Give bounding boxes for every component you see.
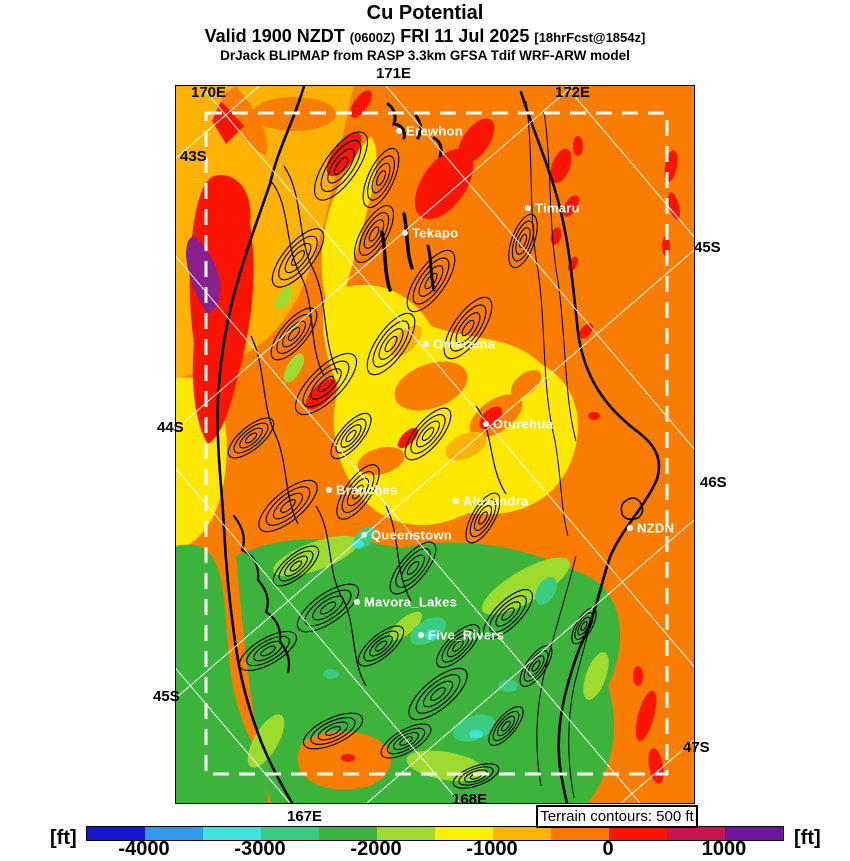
- city-label: Tekapo: [412, 225, 459, 241]
- city-marker: NZDN: [627, 519, 674, 537]
- city-marker: Branches: [326, 481, 398, 499]
- colorbar-segment: [87, 827, 145, 840]
- city-marker: Five_Rivers: [418, 626, 504, 644]
- city-dot-icon: [402, 229, 408, 236]
- model-line: DrJack BLIPMAP from RASP 3.3km GFSA Tdif…: [220, 47, 630, 63]
- city-label: Alexandra: [463, 493, 529, 509]
- city-marker: Tekapo: [402, 224, 458, 242]
- page-title: Cu Potential: [366, 2, 484, 24]
- city-dot-icon: [326, 486, 332, 493]
- city-dot-icon: [423, 340, 429, 347]
- city-dot-icon: [627, 524, 633, 531]
- colorbar-tick: -1000: [466, 838, 518, 860]
- coord-label: 45S: [153, 688, 180, 705]
- city-marker: Oturehua: [483, 415, 553, 433]
- colorbar-segment: [377, 827, 435, 840]
- colorbar-tick: -2000: [350, 838, 402, 860]
- city-label: Mavora_Lakes: [364, 594, 458, 610]
- valid-utc: (0600Z): [349, 30, 396, 45]
- city-dot-icon: [453, 497, 459, 504]
- map-art: [176, 86, 694, 803]
- city-label: Erewhon: [406, 123, 463, 139]
- city-label: Timaru: [535, 200, 580, 216]
- colorbar: [86, 826, 784, 841]
- city-marker: Queenstown: [361, 526, 452, 544]
- colorbar-tick: -4000: [118, 838, 170, 860]
- coord-label: 44S: [157, 419, 184, 436]
- coord-label: 167E: [287, 808, 323, 825]
- city-label: Five_Rivers: [428, 627, 505, 643]
- colorbar-unit-right: [ft]: [794, 827, 821, 849]
- colorbar-segment: [667, 827, 725, 840]
- city-dot-icon: [483, 420, 489, 427]
- city-marker: Mavora_Lakes: [354, 593, 457, 611]
- colorbar-segment: [319, 827, 377, 840]
- city-marker: Erewhon: [396, 122, 463, 140]
- coord-label: 45S: [694, 239, 721, 256]
- coord-label: 47S: [683, 739, 710, 756]
- city-label: Omarama: [433, 336, 496, 352]
- city-dot-icon: [418, 631, 424, 638]
- coord-label: 172E: [555, 84, 591, 101]
- colorbar-segment: [435, 827, 493, 840]
- forecast-cycle: [18hrFcst@1854z]: [534, 30, 646, 45]
- city-marker: Timaru: [525, 199, 580, 217]
- city-marker: Omarama: [423, 335, 495, 353]
- city-label: NZDN: [637, 520, 675, 536]
- city-label: Queenstown: [371, 527, 453, 543]
- forecast-map: Erewhon Timaru Tekapo Omarama Oturehua Branch…: [175, 85, 695, 804]
- coord-label: 170E: [191, 84, 227, 101]
- colorbar-segment: [493, 827, 551, 840]
- city-label: Oturehua: [493, 416, 554, 432]
- colorbar-tick: 1000: [701, 838, 747, 860]
- city-label: Branches: [336, 482, 398, 498]
- colorbar-segment: [145, 827, 203, 840]
- coord-label: 168E: [452, 791, 488, 808]
- valid-time-line: Valid 1900 NZDT (0600Z) FRI 11 Jul 2025 …: [0, 26, 850, 47]
- city-dot-icon: [354, 598, 360, 605]
- coord-label: 46S: [700, 474, 727, 491]
- city-dot-icon: [525, 204, 531, 211]
- city-dot-icon: [361, 531, 367, 538]
- colorbar-segment: [261, 827, 319, 840]
- colorbar-segment: [609, 827, 667, 840]
- city-marker: Alexandra: [453, 492, 529, 510]
- coord-label: 171E: [376, 65, 412, 82]
- colorbar-unit-left: [ft]: [50, 827, 77, 849]
- colorbar-segment: [725, 827, 783, 840]
- plot-header: Cu Potential Valid 1900 NZDT (0600Z) FRI…: [0, 2, 850, 63]
- coord-label: 43S: [180, 148, 207, 165]
- valid-time: Valid 1900 NZDT: [204, 26, 345, 46]
- valid-date: FRI 11 Jul 2025: [400, 26, 530, 46]
- colorbar-tick: -3000: [234, 838, 286, 860]
- colorbar-segment: [551, 827, 609, 840]
- colorbar-tick: 0: [602, 838, 614, 860]
- colorbar-segment: [203, 827, 261, 840]
- city-dot-icon: [396, 127, 402, 134]
- terrain-note: Terrain contours: 500 ft: [536, 805, 698, 828]
